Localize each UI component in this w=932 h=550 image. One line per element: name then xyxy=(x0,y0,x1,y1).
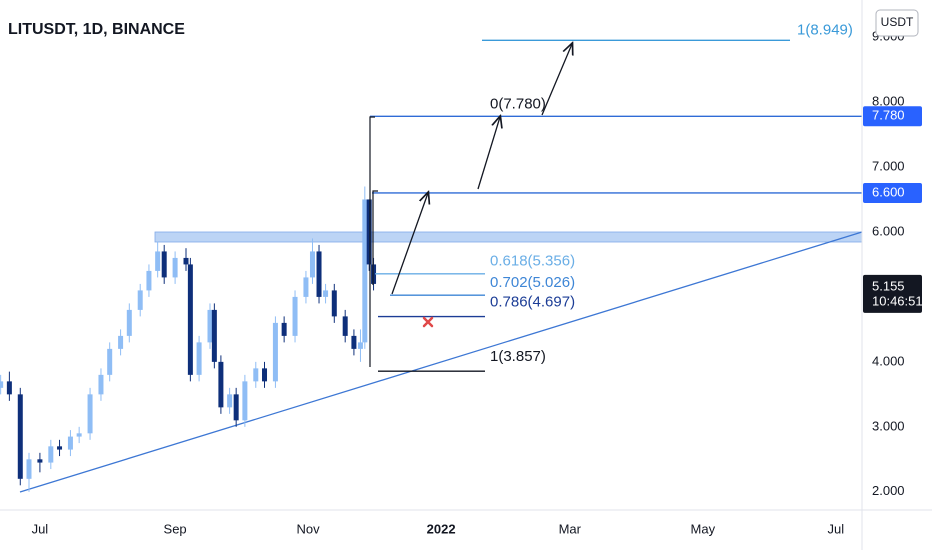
candle-body xyxy=(17,394,23,479)
candle-body xyxy=(155,251,161,271)
candle-body xyxy=(37,459,43,463)
resistance-zone xyxy=(154,231,863,243)
candle-body xyxy=(26,459,32,479)
fib-label: 0.618(5.356) xyxy=(490,253,575,270)
countdown-label: 10:46:51 xyxy=(872,293,923,308)
fib-label: 1(3.857) xyxy=(490,348,546,365)
currency-label: USDT xyxy=(881,15,914,29)
x-tick-label: Jul xyxy=(828,521,845,536)
x-tick-label: May xyxy=(691,521,716,536)
candle-body xyxy=(146,270,152,291)
candle-body xyxy=(0,381,4,388)
plot-area xyxy=(0,39,863,493)
candle-body xyxy=(107,348,113,375)
candle-body xyxy=(196,342,202,375)
candle-body xyxy=(57,446,63,450)
last-price-tag xyxy=(863,274,922,313)
last-price-label: 5.155 xyxy=(872,278,905,293)
candle-body xyxy=(48,446,54,463)
candle-body xyxy=(67,436,73,450)
candle-body xyxy=(76,433,82,437)
annotation xyxy=(422,316,434,328)
annotation xyxy=(541,44,572,116)
candle-body xyxy=(323,290,329,297)
candle-body xyxy=(292,296,298,336)
candle-body xyxy=(262,368,268,382)
fib-label: 1(8.949) xyxy=(797,21,853,38)
candle-body xyxy=(357,342,363,349)
price-tag xyxy=(863,182,922,203)
candle-body xyxy=(161,251,167,278)
candle-body xyxy=(227,394,233,408)
candle-body xyxy=(137,290,143,310)
candle-body xyxy=(309,251,315,278)
candle-body xyxy=(207,309,213,343)
chart-title: LITUSDT, 1D, BINANCE xyxy=(8,21,185,38)
candle-body xyxy=(281,322,287,336)
y-tick-label: 6.000 xyxy=(872,223,905,238)
candle-body xyxy=(6,381,12,395)
x-tick-label: Jul xyxy=(32,521,49,536)
annotation xyxy=(369,116,375,367)
y-tick-label: 2.000 xyxy=(872,483,905,498)
fib-label: 0(7.780) xyxy=(490,95,546,112)
price-tag xyxy=(863,106,922,127)
candle-body xyxy=(98,374,104,395)
candle-body xyxy=(362,199,368,343)
y-tick-label: 3.000 xyxy=(872,418,905,433)
candle-body xyxy=(253,368,259,382)
candle-body xyxy=(303,277,309,297)
y-tick-label: 4.000 xyxy=(872,353,905,368)
candle-body xyxy=(183,257,189,265)
x-tick-label: 2022 xyxy=(427,521,456,536)
x-tick-label: Sep xyxy=(164,521,187,536)
candle-body xyxy=(342,316,348,336)
currency-badge xyxy=(875,9,919,37)
candle-body xyxy=(331,290,337,317)
candle-body xyxy=(126,309,132,336)
candle-body xyxy=(187,264,193,375)
candle-body xyxy=(272,322,278,382)
candle-body xyxy=(87,394,93,434)
annotation xyxy=(477,117,500,190)
candle-body xyxy=(366,199,372,265)
candle-body xyxy=(316,251,322,297)
candle-body xyxy=(242,381,248,421)
candle-body xyxy=(351,335,357,349)
fib-label: 0.702(5.026) xyxy=(490,274,575,291)
y-tick-label: 7.000 xyxy=(872,158,905,173)
annotation xyxy=(372,190,378,285)
price-tag-label: 6.600 xyxy=(872,184,905,199)
candle-body xyxy=(218,361,224,408)
candle-body xyxy=(211,309,217,362)
x-tick-label: Mar xyxy=(559,521,582,536)
y-tick-label: 8.000 xyxy=(872,93,905,108)
x-tick-label: Nov xyxy=(297,521,321,536)
trendline xyxy=(19,231,863,493)
candle-body xyxy=(172,257,178,278)
candle-body xyxy=(118,335,124,349)
candle-body xyxy=(233,394,239,421)
price-tag-label: 7.780 xyxy=(872,108,905,123)
fib-label: 0.786(4.697) xyxy=(490,294,575,311)
annotation xyxy=(391,193,428,295)
